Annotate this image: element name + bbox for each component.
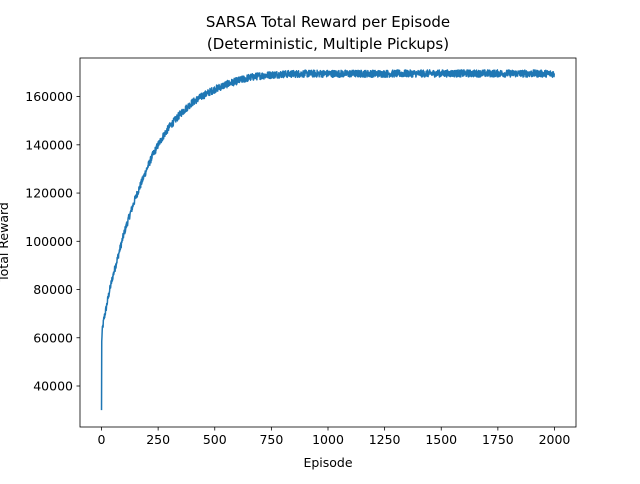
y-tick-label: 80000 xyxy=(33,282,73,297)
y-tick-label: 160000 xyxy=(25,89,73,104)
x-axis: 0 250 500 750 1000 1250 1500 1750 2000 xyxy=(98,427,571,447)
y-tick-label: 120000 xyxy=(25,186,73,201)
x-tick-label: 2000 xyxy=(539,432,571,447)
x-axis-label: Episode xyxy=(303,455,352,470)
y-tick-label: 40000 xyxy=(33,379,73,394)
chart-title: SARSA Total Reward per Episode xyxy=(206,13,450,31)
x-tick-label: 1500 xyxy=(425,432,457,447)
y-axis: 40000 60000 80000 100000 120000 140000 160000 xyxy=(25,89,80,394)
plot-area xyxy=(100,69,556,411)
x-tick-label: 500 xyxy=(203,432,227,447)
chart-subtitle: (Deterministic, Multiple Pickups) xyxy=(207,35,449,53)
x-tick-label: 1250 xyxy=(369,432,401,447)
axes-frame xyxy=(79,57,577,428)
y-tick-label: 140000 xyxy=(25,137,73,152)
series-line xyxy=(100,69,556,411)
y-axis-label: Total Reward xyxy=(0,202,11,283)
x-tick-label: 1750 xyxy=(482,432,514,447)
x-tick-label: 1000 xyxy=(312,432,344,447)
y-tick-label: 60000 xyxy=(33,330,73,345)
x-tick-label: 0 xyxy=(98,432,106,447)
y-tick-label: 100000 xyxy=(25,234,73,249)
x-tick-label: 250 xyxy=(146,432,170,447)
x-tick-label: 750 xyxy=(259,432,283,447)
